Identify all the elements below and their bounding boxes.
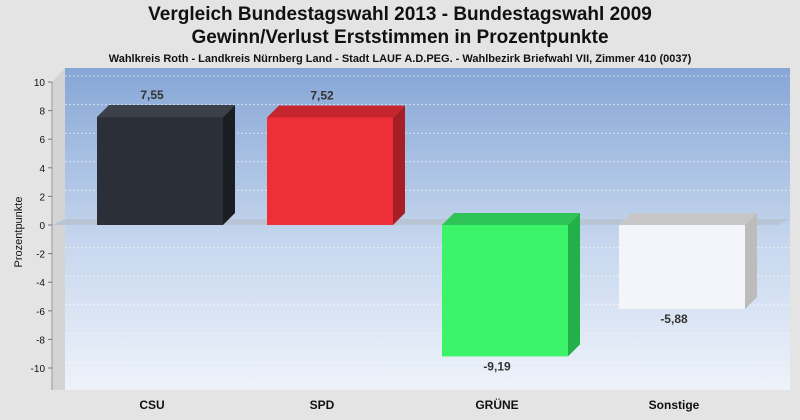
bar-top [267,105,405,118]
bar-top [97,105,235,118]
bar-front [442,225,568,357]
y-axis-label: Prozentpunkte [13,197,25,268]
bar-side [568,213,580,357]
value-label: -9,19 [483,359,511,373]
y-tick-label: 8 [39,107,45,118]
bar-spd [267,105,405,225]
bar-side [393,105,405,225]
y-tick-label: 0 [39,221,45,232]
bar-top [619,213,757,225]
y-tick-label: -2 [36,250,45,261]
chart-subtitle: Wahlkreis Roth - Landkreis Nürnberg Land… [108,53,692,65]
y-tick-label: -6 [36,307,45,318]
chart-title-line-2: Gewinn/Verlust Erststimmen in Prozentpun… [191,27,609,48]
category-label: SPD [310,398,335,412]
bar-side [223,105,235,225]
bar-gr-ne [442,213,580,357]
value-label: -5,88 [660,312,688,326]
category-label: GRÜNE [475,397,518,412]
labels: 7,55 CSU 7,52 SPD -9,19 GRÜNE -5,88 Sonstige [139,88,699,412]
category-label: CSU [139,398,164,412]
bar-side [745,213,757,310]
value-label: 7,52 [310,88,334,102]
y-tick-label: 2 [39,192,45,203]
bar-top [442,213,580,225]
y-tick-label: -10 [31,364,46,375]
bar-front [619,225,745,310]
y-tick-label: -4 [36,278,45,289]
y-tick-label: 10 [34,78,46,89]
left-wall [52,68,65,390]
y-tick-label: -8 [36,335,45,346]
bar-front [267,117,393,225]
value-label: 7,55 [140,88,164,102]
category-label: Sonstige [649,398,700,412]
bars [97,105,757,357]
bar-front [97,117,223,225]
y-tick-label: 4 [39,164,45,175]
y-axis: 10 8 6 4 2 0 -2 -4 -6 -8 -10 Prozentpunkte [13,78,53,390]
y-tick-label: 6 [39,135,45,146]
bar-sonstige [619,213,757,310]
bar-csu [97,105,235,225]
chart-title-line-1: Vergleich Bundestagswahl 2013 - Bundesta… [148,4,652,25]
zero-plane [52,219,790,225]
